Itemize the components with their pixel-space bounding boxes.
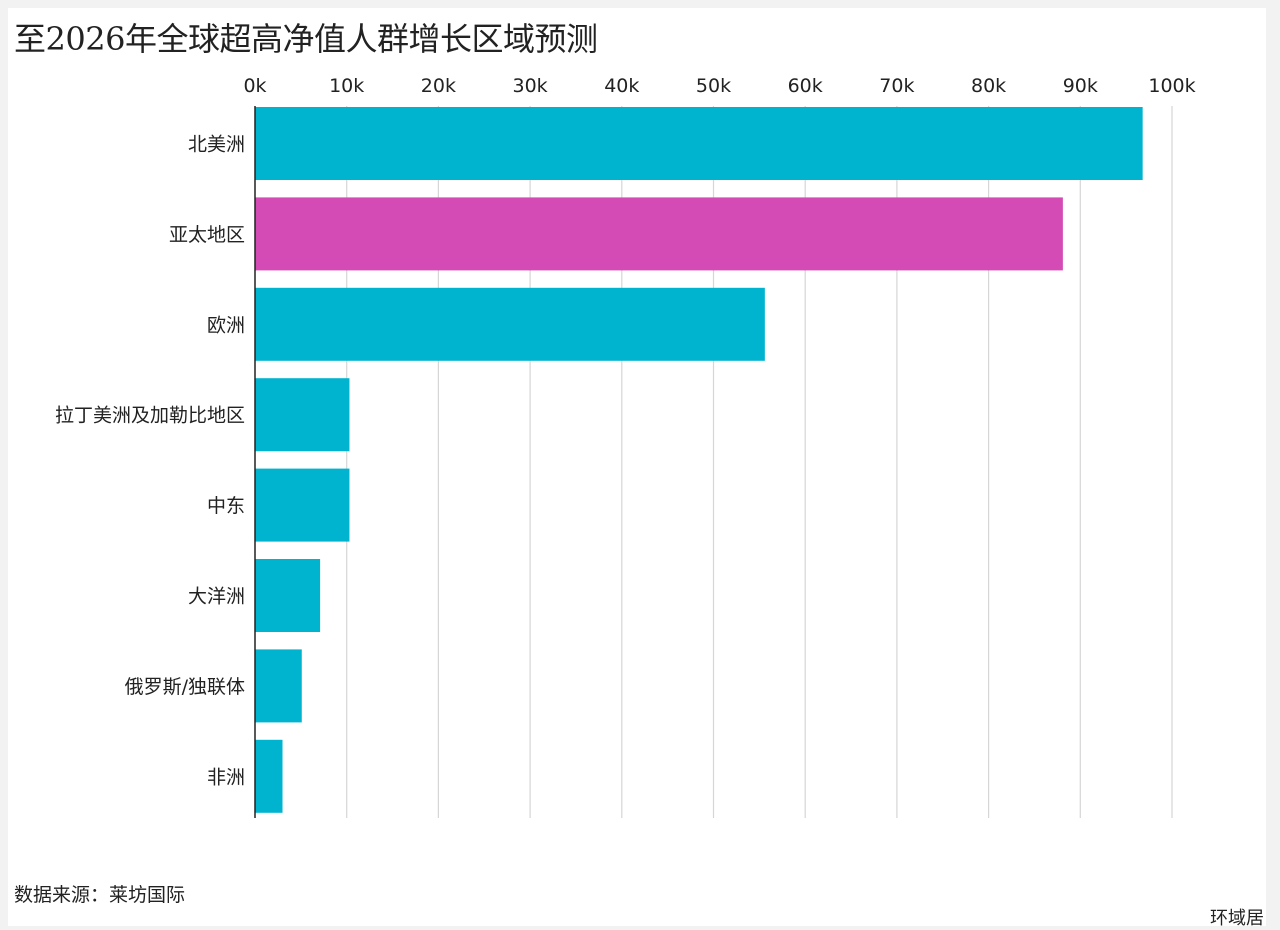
category-label: 拉丁美洲及加勒比地区 (55, 405, 245, 427)
bar (255, 287, 765, 361)
x-tick-label: 80k (971, 75, 1006, 97)
category-label: 非洲 (207, 766, 245, 788)
x-axis-ticks: 0k 10k 20k 30k 40k 50k 60k 70k 80k 90k 100k (243, 75, 1195, 97)
watermark: 环域居 (1210, 908, 1264, 929)
bar (255, 649, 302, 723)
bar (255, 378, 350, 452)
x-tick-label: 20k (421, 75, 456, 97)
source-note: 数据来源：莱坊国际 (14, 884, 186, 906)
x-tick-label: 90k (1063, 75, 1098, 97)
bar (255, 739, 283, 813)
x-tick-label: 70k (879, 75, 914, 97)
bar (255, 559, 321, 632)
category-label: 欧洲 (207, 314, 245, 336)
category-label: 俄罗斯/独联体 (125, 676, 245, 698)
x-tick-label: 40k (604, 75, 639, 97)
category-label: 中东 (207, 495, 245, 517)
bars (255, 107, 1143, 813)
x-tick-label: 30k (513, 75, 548, 97)
chart-title: 至2026年全球超高净值人群增长区域预测 (14, 20, 598, 58)
x-tick-label: 0k (243, 75, 266, 97)
category-label: 北美洲 (188, 134, 245, 156)
x-tick-label: 10k (329, 75, 364, 97)
x-tick-label: 50k (696, 75, 731, 97)
bar (255, 107, 1143, 180)
bar (255, 197, 1063, 271)
x-tick-label: 60k (788, 75, 823, 97)
bar (255, 468, 350, 542)
category-label: 亚太地区 (169, 224, 245, 246)
category-label: 大洋洲 (188, 586, 245, 608)
x-tick-label: 100k (1148, 75, 1195, 97)
